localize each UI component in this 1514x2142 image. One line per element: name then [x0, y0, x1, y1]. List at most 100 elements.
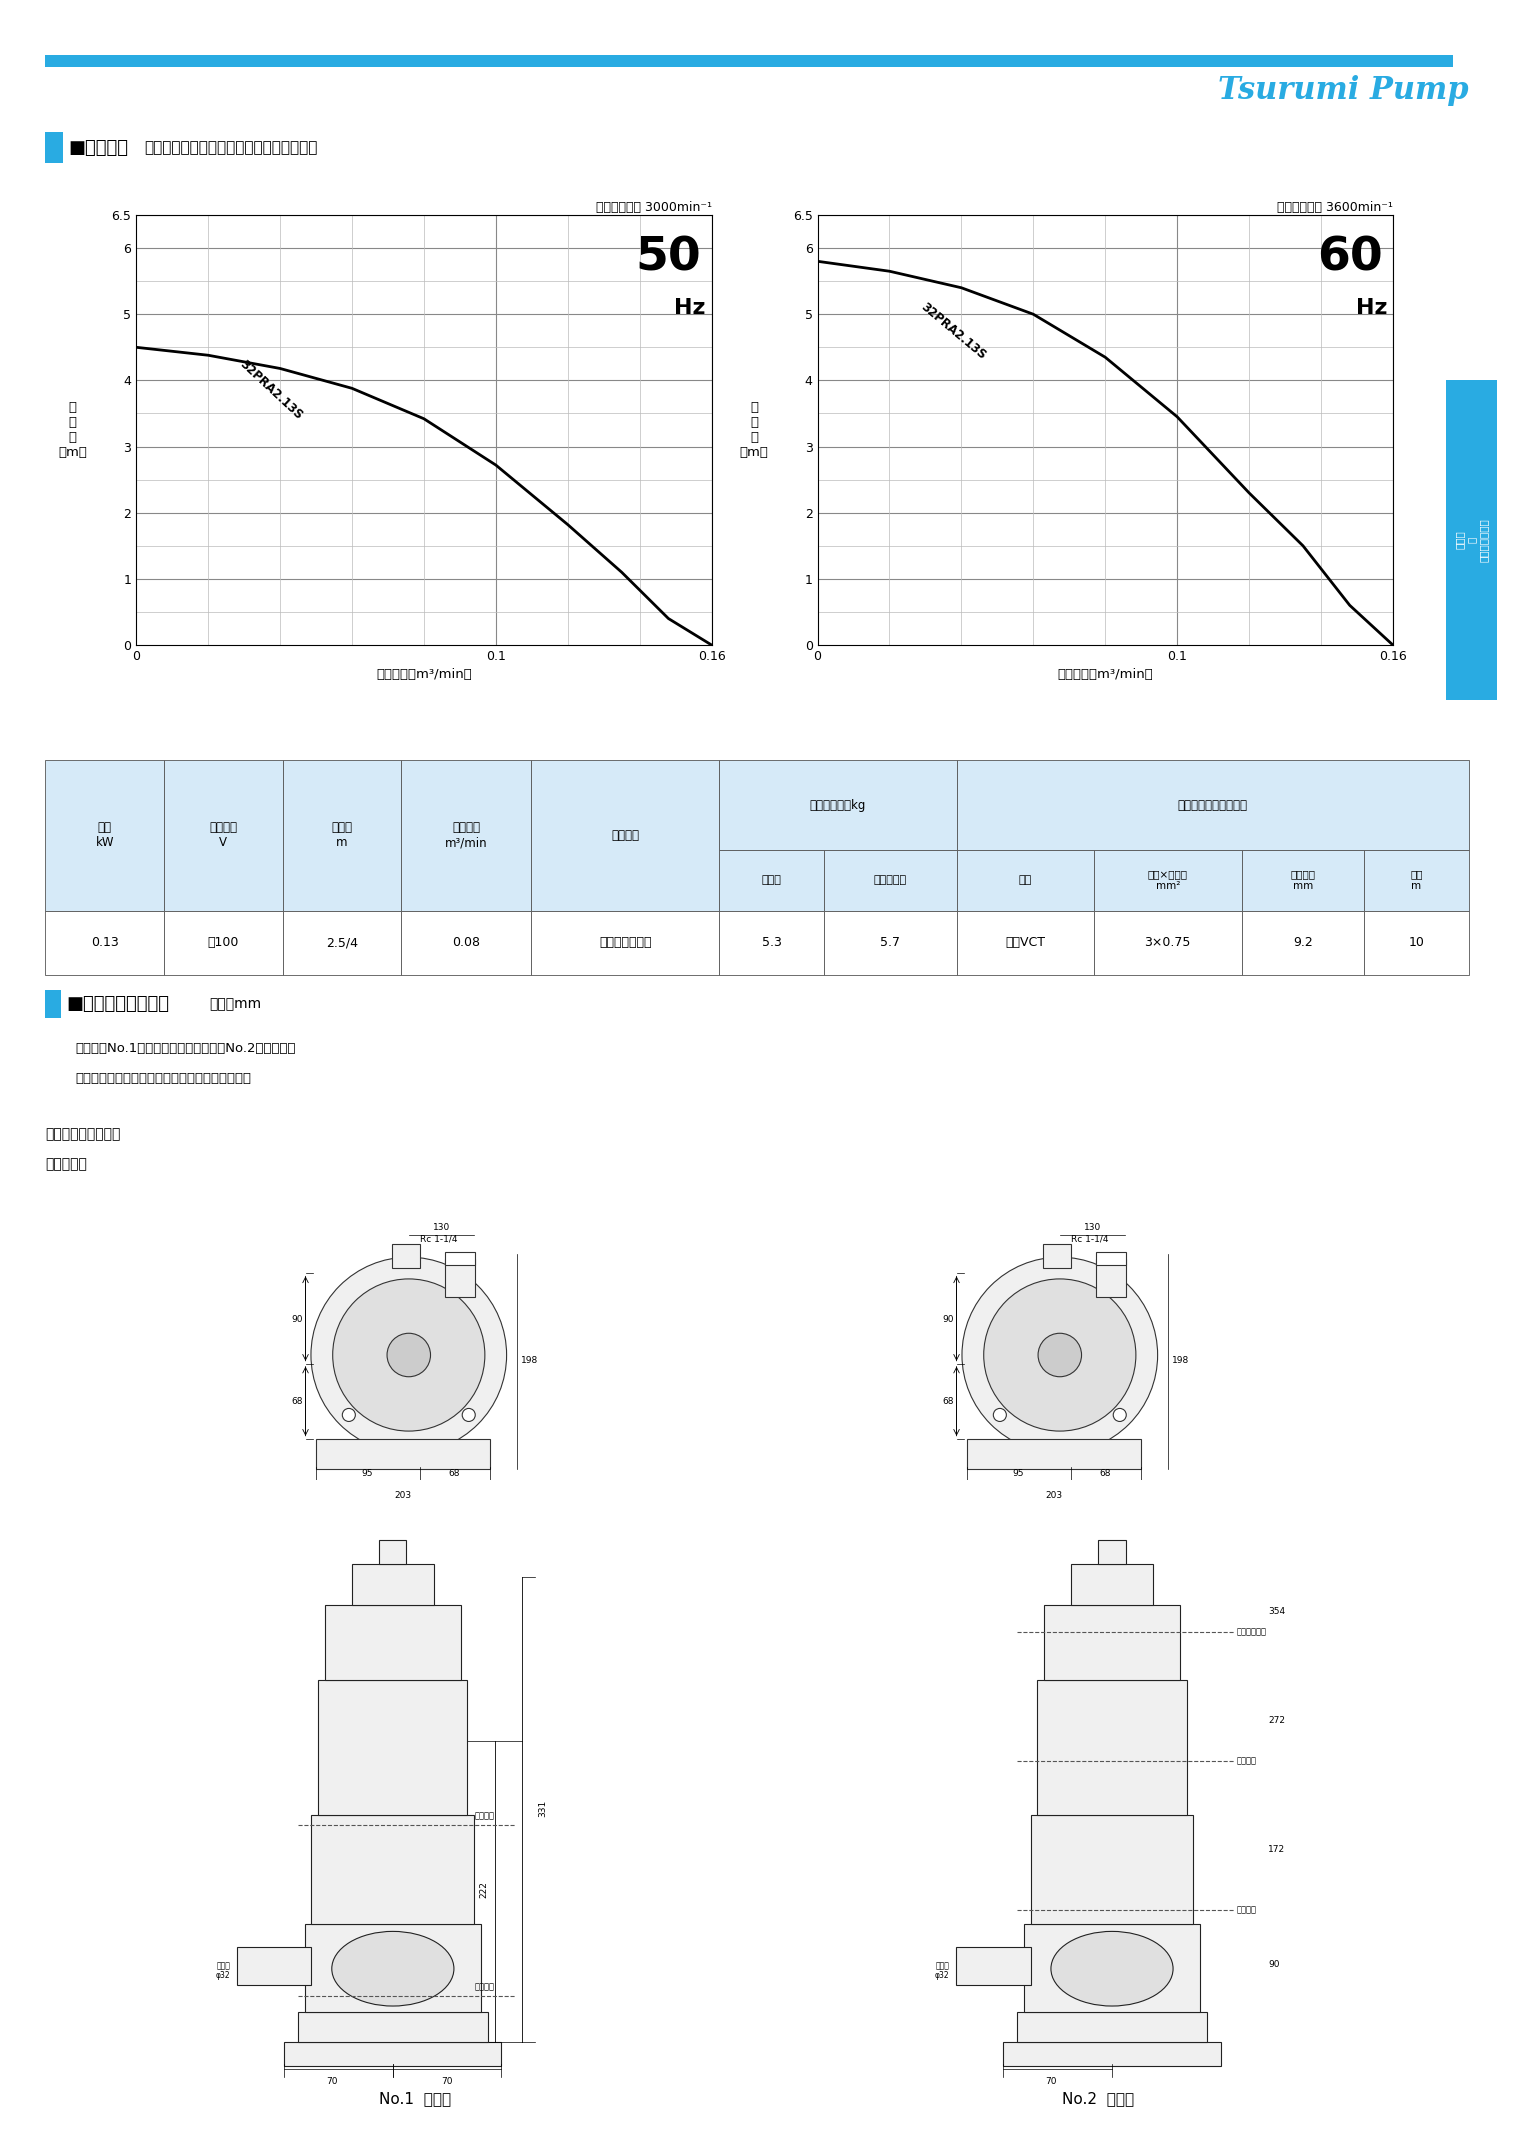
Text: 70: 70 [326, 2078, 338, 2086]
Text: 90: 90 [291, 1315, 303, 1324]
Bar [316, 1439, 491, 1469]
Text: φ32: φ32 [217, 1971, 230, 1979]
Bar [1037, 1679, 1187, 1816]
Bar [531, 910, 719, 975]
Text: 材質: 材質 [1019, 876, 1033, 885]
Bar [1364, 910, 1469, 975]
Bar [1241, 910, 1364, 975]
Text: 70: 70 [442, 2078, 453, 2086]
Text: コンデンサ運転: コンデンサ運転 [600, 936, 651, 949]
Text: 0.08: 0.08 [453, 936, 480, 949]
Bar [1095, 850, 1241, 910]
Circle shape [993, 1409, 1007, 1422]
Text: 272: 272 [1269, 1716, 1285, 1724]
Text: 心数×断面積
mm²: 心数×断面積 mm² [1148, 870, 1188, 891]
Bar [719, 760, 957, 850]
Bar [967, 1439, 1142, 1469]
Text: 停止水位: 停止水位 [1237, 1906, 1257, 1915]
Bar [285, 2041, 501, 2067]
Text: φ32: φ32 [936, 1971, 949, 1979]
Text: 68: 68 [942, 1397, 954, 1407]
Bar [164, 910, 283, 975]
Text: 相・電圧
V: 相・電圧 V [209, 820, 238, 848]
Bar [318, 1679, 468, 1816]
Text: 同期回転速度 3600min⁻¹: 同期回転速度 3600min⁻¹ [1276, 201, 1393, 214]
Text: ■性能曲線: ■性能曲線 [68, 139, 129, 156]
Bar [719, 850, 824, 910]
Text: 5.7: 5.7 [880, 936, 899, 949]
Text: 単100: 単100 [207, 936, 239, 949]
Text: 203: 203 [1046, 1491, 1063, 1499]
Text: 自動形・自動交互形: 自動形・自動交互形 [45, 1127, 121, 1142]
Circle shape [1113, 1409, 1126, 1422]
Bar [380, 1540, 406, 1564]
Text: 68: 68 [448, 1469, 460, 1478]
Text: 198: 198 [1172, 1356, 1188, 1364]
Text: 呼び径: 呼び径 [936, 1962, 949, 1971]
Circle shape [1039, 1332, 1081, 1377]
Text: 130: 130 [433, 1223, 450, 1232]
Bar [401, 910, 531, 975]
Bar [445, 1251, 475, 1264]
Text: No.1  ポンプ: No.1 ポンプ [380, 2091, 451, 2106]
Text: Rc 1-1/4: Rc 1-1/4 [1070, 1234, 1108, 1242]
Text: 始動水位: 始動水位 [1237, 1756, 1257, 1765]
Bar [353, 1564, 433, 1604]
Text: 70: 70 [1045, 2078, 1057, 2086]
Text: 自動形: 自動形 [762, 876, 781, 885]
Bar [531, 760, 719, 910]
Text: No.2  ポンプ: No.2 ポンプ [1063, 2091, 1134, 2106]
Bar [1017, 2011, 1207, 2041]
Text: 吐出し量
m³/min: 吐出し量 m³/min [445, 820, 488, 848]
Bar [392, 1245, 419, 1268]
Circle shape [462, 1409, 475, 1422]
Bar [445, 1259, 475, 1298]
Bar [824, 910, 957, 975]
Text: 68: 68 [291, 1397, 303, 1407]
X-axis label: 吐出し量（m³/min）: 吐出し量（m³/min） [1057, 668, 1154, 681]
Circle shape [984, 1279, 1136, 1431]
Text: 50: 50 [636, 236, 701, 281]
Y-axis label: 全
揚
程
（m）: 全 揚 程 （m） [58, 401, 88, 458]
Bar [312, 1816, 474, 1924]
Text: 長さ
m: 長さ m [1410, 870, 1423, 891]
Bar [1004, 2041, 1220, 2067]
Text: 同期回転速度 3000min⁻¹: 同期回転速度 3000min⁻¹ [595, 201, 712, 214]
Text: 198: 198 [521, 1356, 537, 1364]
Bar [45, 990, 61, 1017]
Text: ベンド仕様: ベンド仕様 [45, 1157, 88, 1172]
Text: 設備編
・
水処理関連機器: 設備編 ・ 水処理関連機器 [1455, 518, 1488, 561]
Bar [957, 910, 1095, 975]
Text: 特殏VCT: 特殏VCT [1005, 936, 1045, 949]
Text: 2.5/4: 2.5/4 [326, 936, 357, 949]
Text: 自動形・自動交互形とも性能は同一です。: 自動形・自動交互形とも性能は同一です。 [144, 139, 318, 154]
Circle shape [310, 1257, 507, 1452]
Text: 3×0.75: 3×0.75 [1145, 936, 1192, 949]
Bar [1045, 1604, 1179, 1679]
Text: 質量【重量】kg: 質量【重量】kg [810, 799, 866, 812]
Bar [298, 2011, 488, 2041]
Text: Tsurumi Pump: Tsurumi Pump [1217, 75, 1469, 105]
Circle shape [333, 1279, 484, 1431]
Bar [326, 1604, 460, 1679]
Text: 出力
kW: 出力 kW [95, 820, 114, 848]
Bar [304, 1924, 481, 2011]
Bar [1241, 850, 1364, 910]
Bar [45, 910, 164, 975]
Text: 32PRA2.13S: 32PRA2.13S [236, 358, 304, 422]
Bar [957, 760, 1469, 850]
Text: 172: 172 [1269, 1844, 1285, 1853]
Text: 始動水位: 始動水位 [475, 1812, 495, 1821]
Text: 95: 95 [362, 1469, 374, 1478]
Text: 10: 10 [1408, 936, 1425, 949]
Y-axis label: 全
揚
程
（m）: 全 揚 程 （m） [739, 401, 769, 458]
Text: キャブタイヤケーブル: キャブタイヤケーブル [1178, 799, 1248, 812]
Ellipse shape [332, 1932, 454, 2007]
Bar [719, 910, 824, 975]
Text: Hz: Hz [674, 298, 706, 317]
Text: 単位：mm: 単位：mm [209, 996, 262, 1011]
Text: 9.2: 9.2 [1293, 936, 1313, 949]
Text: 5.3: 5.3 [762, 936, 781, 949]
Bar [283, 760, 401, 910]
Bar [1023, 1924, 1201, 2011]
